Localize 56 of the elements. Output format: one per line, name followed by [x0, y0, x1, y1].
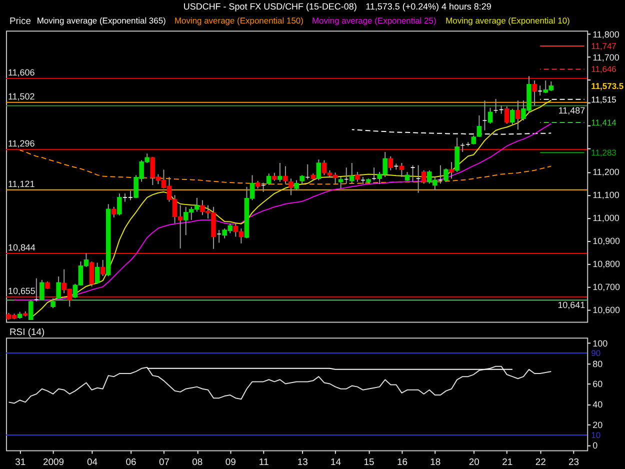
y-tick-label: 10,600: [592, 305, 620, 316]
y-tick-label: 11,700: [592, 52, 620, 62]
ref-line-label: 11,487: [558, 106, 586, 116]
x-tick-label: 15: [364, 456, 374, 468]
ref-line-label: 11,296: [8, 138, 35, 149]
data-label: 11,283: [591, 148, 617, 158]
ref-line-label: 11,502: [8, 91, 35, 102]
text: Moving average (Exponential 10): [446, 16, 570, 26]
y-axis-title: RSI (14): [9, 327, 45, 338]
chart-title: USDCHF - Spot FX USD/CHF (15-DEC-08): [183, 2, 357, 12]
ref-line-label: 10: [591, 430, 601, 440]
text: Moving average (Exponential 150): [174, 16, 304, 26]
x-tick-label: 07: [158, 456, 170, 468]
x-tick-label: 18: [430, 456, 441, 468]
y-axis-title: Price: [9, 16, 32, 28]
x-tick-label: 04: [87, 456, 98, 468]
y-tick-label: 10,900: [592, 236, 620, 246]
x-tick-label: 11: [258, 456, 269, 468]
x-tick-label: 23: [568, 456, 580, 468]
data-label: 11,515: [591, 94, 617, 104]
y-tick-label: 60: [592, 379, 603, 390]
x-tick-label: 22: [535, 456, 546, 468]
y-tick-label: 11,100: [592, 190, 620, 200]
x-tick-label: 20: [468, 456, 480, 468]
y-tick-label: 11,000: [592, 213, 620, 224]
x-tick-label: 16: [396, 456, 408, 468]
x-tick-label: 31: [15, 456, 26, 468]
x-tick-label: 06: [126, 456, 136, 468]
y-tick-label: 10,700: [592, 282, 620, 292]
data-label: 11,646: [591, 64, 617, 74]
y-tick-label: 100: [592, 338, 608, 348]
x-tick-label: 2009: [43, 456, 64, 468]
data-label: 11,747: [591, 41, 617, 52]
x-tick-label: 14: [330, 456, 342, 468]
ref-line-label: 90: [591, 348, 601, 358]
y-tick-label: 80: [592, 358, 603, 369]
data-label: 11,414: [591, 118, 617, 128]
x-tick-label: 21: [502, 456, 513, 468]
text: Moving average (Exponential 25): [312, 16, 436, 26]
y-tick-label: 40: [592, 400, 603, 410]
y-tick-label: 11,800: [592, 29, 620, 40]
ref-line-label: 11,121: [8, 178, 35, 189]
y-tick-label: 11,200: [592, 167, 620, 178]
y-tick-label: 10,800: [592, 259, 620, 270]
ref-line-label: 10,641: [558, 300, 586, 310]
text: Moving average (Exponential 365): [36, 16, 166, 26]
text: 11,573.5: [591, 80, 624, 91]
x-tick-label: 09: [225, 456, 236, 468]
x-tick-label: 08: [192, 456, 203, 468]
chart-subtitle: 11,573.5 (+0.24%) 4 hours 8:29: [366, 2, 492, 12]
ref-line-label: 10,655: [8, 286, 36, 296]
y-tick-label: 0: [592, 440, 598, 451]
y-tick-label: 20: [592, 420, 603, 430]
ref-line-label: 10,844: [8, 242, 36, 252]
ref-line-label: 11,606: [8, 67, 35, 78]
x-tick-label: 13: [297, 456, 308, 468]
